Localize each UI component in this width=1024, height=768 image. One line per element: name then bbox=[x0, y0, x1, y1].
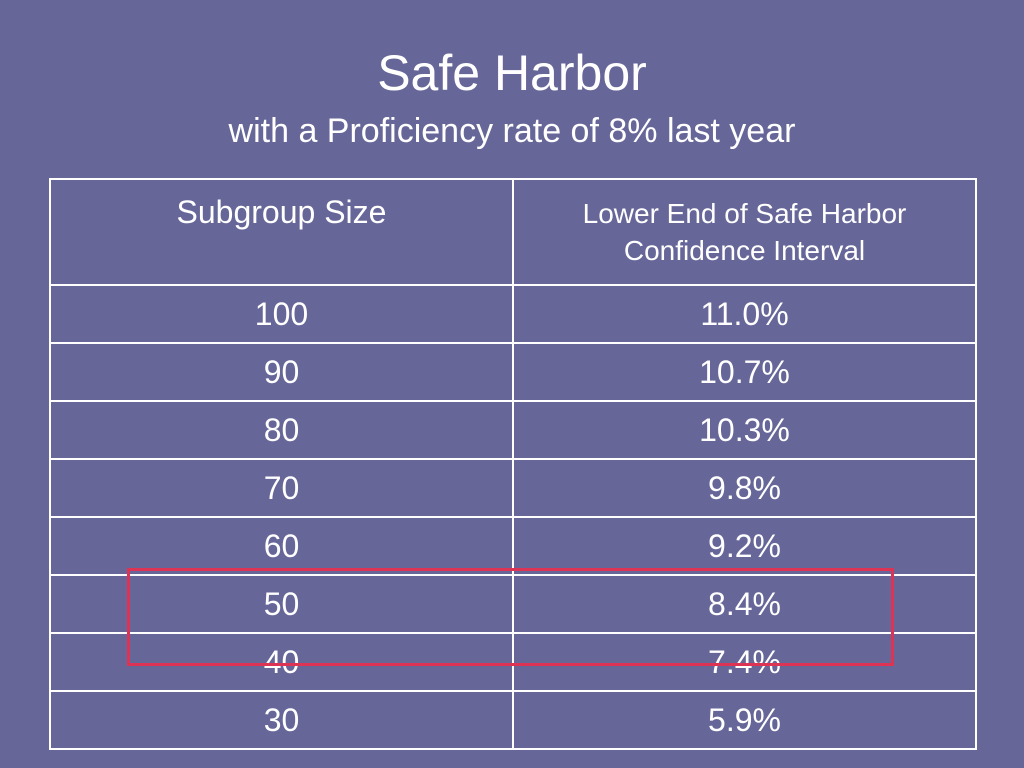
slide-subtitle: with a Proficiency rate of 8% last year bbox=[228, 112, 796, 150]
lower-end-cell: 8.4% bbox=[512, 574, 977, 634]
safe-harbor-table: Subgroup Size Lower End of Safe Harbor C… bbox=[49, 178, 977, 750]
table-row: 90 10.7% bbox=[49, 342, 977, 402]
lower-end-cell: 10.3% bbox=[512, 400, 977, 460]
table-row: 50 8.4% bbox=[49, 574, 977, 634]
header-subgroup-size: Subgroup Size bbox=[49, 178, 514, 286]
table-row: 40 7.4% bbox=[49, 632, 977, 692]
header-lower-end-confidence-interval: Lower End of Safe Harbor Confidence Inte… bbox=[512, 178, 977, 286]
subgroup-size-cell: 70 bbox=[49, 458, 514, 518]
lower-end-cell: 5.9% bbox=[512, 690, 977, 750]
subgroup-size-cell: 100 bbox=[49, 284, 514, 344]
subgroup-size-cell: 90 bbox=[49, 342, 514, 402]
lower-end-cell: 9.8% bbox=[512, 458, 977, 518]
lower-end-cell: 7.4% bbox=[512, 632, 977, 692]
subgroup-size-cell: 80 bbox=[49, 400, 514, 460]
table-row: 100 11.0% bbox=[49, 284, 977, 344]
subgroup-size-cell: 40 bbox=[49, 632, 514, 692]
lower-end-cell: 9.2% bbox=[512, 516, 977, 576]
table-row: 70 9.8% bbox=[49, 458, 977, 518]
subgroup-size-cell: 60 bbox=[49, 516, 514, 576]
subgroup-size-cell: 30 bbox=[49, 690, 514, 750]
slide-title: Safe Harbor bbox=[377, 45, 647, 101]
table-header-row: Subgroup Size Lower End of Safe Harbor C… bbox=[49, 178, 977, 286]
subgroup-size-cell: 50 bbox=[49, 574, 514, 634]
table-row: 80 10.3% bbox=[49, 400, 977, 460]
table-row: 60 9.2% bbox=[49, 516, 977, 576]
table-row: 30 5.9% bbox=[49, 690, 977, 750]
lower-end-cell: 10.7% bbox=[512, 342, 977, 402]
lower-end-cell: 11.0% bbox=[512, 284, 977, 344]
